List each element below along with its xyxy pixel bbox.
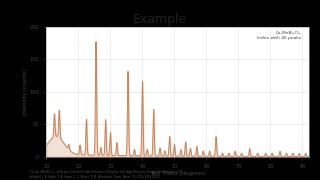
Text: Cs₄MnBi₂Cl₆
Index with 46 peaks: Cs₄MnBi₂Cl₆ Index with 46 peaks <box>257 31 301 40</box>
Text: ¹Cs₄CaI₆·αMn₂Bi₂Cl₂ : d-Vacancy Ordered Halide Perovskite Phosphor with High Eff: ¹Cs₄CaI₆·αMn₂Bi₂Cl₂ : d-Vacancy Ordered … <box>29 170 182 179</box>
Text: Example: Example <box>133 13 187 26</box>
X-axis label: Two Theta (degrees): Two Theta (degrees) <box>150 171 205 176</box>
Y-axis label: Intensity (counts): Intensity (counts) <box>23 68 28 115</box>
